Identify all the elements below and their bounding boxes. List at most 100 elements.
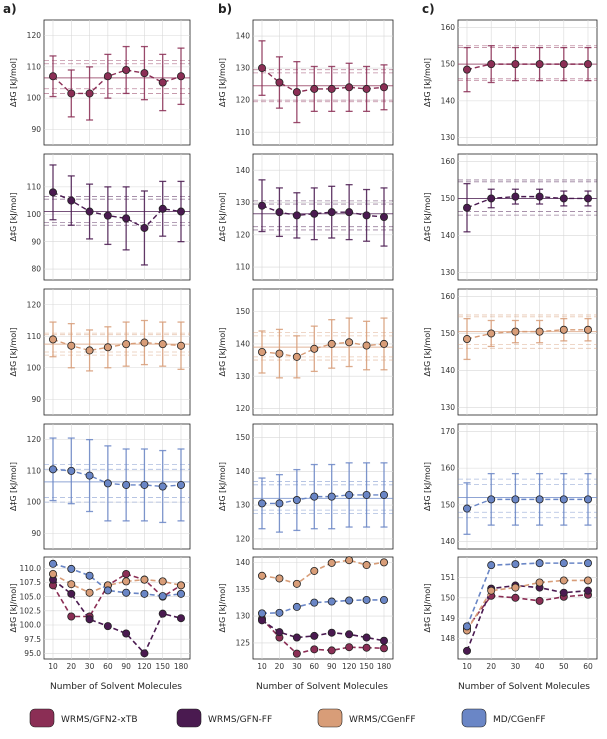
y-tick-label: 130 (236, 198, 251, 207)
data-point (362, 84, 371, 93)
y-tick-label: 110.0 (20, 564, 42, 573)
y-tick-label: 120 (27, 31, 42, 40)
y-tick-label: 107.5 (20, 578, 42, 587)
plot-frame (457, 423, 598, 550)
data-point (49, 559, 58, 568)
data-point (345, 596, 354, 605)
x-tick-label: 10 (257, 662, 267, 671)
y-tick-label: 135 (236, 585, 251, 594)
y-axis-label: Δ‡G [kJ/mol] (9, 462, 18, 511)
data-point (379, 644, 388, 653)
x-tick-label: 20 (275, 662, 285, 671)
plot-frame (252, 288, 394, 416)
data-point (49, 188, 58, 197)
legend-swatch-gfnff (176, 708, 202, 728)
y-tick-label: 95.0 (24, 649, 41, 658)
subplot-a-row3: 90 100 110 120 Δ‡G [kJ/mol] (9, 288, 191, 416)
y-axis-label: Δ‡G [kJ/mol] (423, 583, 432, 632)
series-line-wrms-gfn-ff (466, 584, 589, 652)
subplot-b-row1: 110 120 130 140 Δ‡G [kJ/mol] (218, 19, 394, 146)
y-tick-label: 130 (441, 403, 456, 412)
y-axis-label: Δ‡G [kJ/mol] (218, 462, 227, 511)
data-point (122, 480, 131, 489)
data-point (158, 482, 167, 491)
data-point (310, 209, 319, 218)
y-axis-label: Δ‡G [kJ/mol] (218, 192, 227, 241)
data-point (345, 208, 354, 217)
x-tick-label: 120 (342, 662, 357, 671)
y-axis-label: Δ‡G [kJ/mol] (423, 58, 432, 107)
data-point (67, 612, 76, 621)
data-point (140, 480, 149, 489)
data-point (158, 204, 167, 213)
x-tick-label: 150 (156, 662, 171, 671)
x-tick-label: 10 (48, 662, 58, 671)
plot-frame (457, 556, 598, 660)
data-point (487, 329, 496, 338)
data-point (310, 344, 319, 353)
data-point (327, 558, 336, 567)
y-tick-label: 140 (236, 166, 251, 175)
y-tick-label: 150 (236, 307, 251, 316)
y-tick-label: 150 (441, 593, 456, 602)
data-point (379, 490, 388, 499)
y-tick-label: 140 (236, 340, 251, 349)
y-tick-label: 150 (236, 433, 251, 442)
x-tick-label: 90 (327, 662, 337, 671)
y-tick-label: 150 (441, 500, 456, 509)
data-point (511, 60, 520, 69)
legend-label-gfn2: WRMS/GFN2-xTB (61, 715, 138, 725)
subplot-c-row2: 130 140 150 160 Δ‡G [kJ/mol] (423, 153, 598, 281)
data-point (292, 633, 301, 642)
data-point (257, 499, 266, 508)
data-point (122, 588, 131, 597)
plot-frame (43, 556, 191, 660)
y-tick-label: 100.0 (20, 621, 42, 630)
data-point (292, 211, 301, 220)
data-point (362, 211, 371, 220)
legend-swatch-cgenff (317, 708, 343, 728)
data-point (257, 616, 266, 625)
data-point (158, 78, 167, 87)
subplot-b-row2: 110 120 130 140 Δ‡G [kJ/mol] (218, 153, 394, 281)
data-point (362, 490, 371, 499)
data-point (176, 207, 185, 216)
data-point (462, 622, 471, 631)
data-point (275, 208, 284, 217)
x-tick-label: 60 (583, 662, 593, 671)
y-tick-label: 160 (441, 464, 456, 473)
data-point (535, 192, 544, 201)
y-tick-label: 170 (441, 427, 456, 436)
plot-frame (43, 19, 191, 146)
y-tick-label: 130 (441, 268, 456, 277)
x-tick-label: 60 (103, 662, 113, 671)
data-point (67, 564, 76, 573)
legend-label-gfnff: WRMS/GFN-FF (208, 715, 272, 725)
data-point (292, 88, 301, 97)
data-point (292, 496, 301, 505)
data-point (487, 586, 496, 595)
y-tick-label: 140 (236, 467, 251, 476)
y-tick-label: 160 (441, 292, 456, 301)
data-point (559, 576, 568, 585)
data-point (257, 609, 266, 618)
data-point (535, 327, 544, 336)
series-line (52, 191, 182, 229)
data-point (140, 589, 149, 598)
x-tick-label: 60 (310, 662, 320, 671)
subplot-a-row5: 95.0 97.5 100.0 102.5 105.0 107.5 110.0 Δ‡G [kJ… (9, 556, 191, 671)
data-point (345, 630, 354, 639)
data-point (462, 203, 471, 212)
data-point (487, 561, 496, 570)
data-point (511, 560, 520, 569)
subplot-c-row5: 148 149 150 151 Δ‡G [kJ/mol] 10 20 30 40 50 60 (423, 556, 598, 671)
series-line (52, 468, 182, 488)
y-tick-label: 148 (441, 634, 456, 643)
y-axis-label: Δ‡G [kJ/mol] (218, 58, 227, 107)
data-point (275, 628, 284, 637)
plot-frame (457, 153, 598, 281)
data-point (345, 490, 354, 499)
y-tick-label: 120 (236, 534, 251, 543)
subplot-c-row3: 130 140 150 160 Δ‡G [kJ/mol] (423, 288, 598, 416)
